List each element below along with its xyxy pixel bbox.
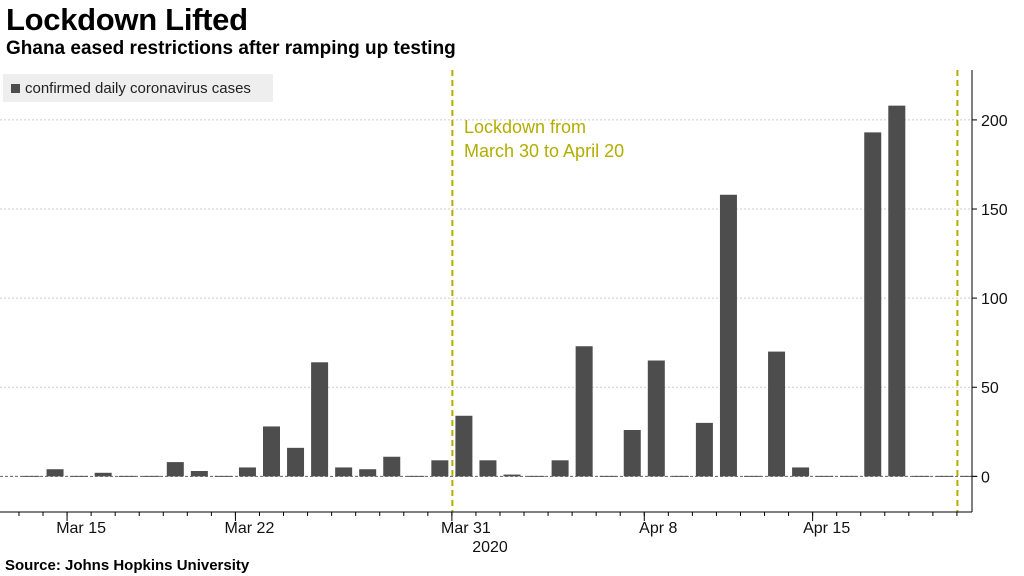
bar — [166, 462, 184, 477]
bar — [335, 467, 353, 477]
y-tick-label: 200 — [981, 113, 1008, 130]
bar — [94, 472, 112, 477]
bar — [503, 474, 521, 477]
x-tick-label: Mar 31 — [441, 520, 491, 537]
x-tick-label: Mar 15 — [56, 520, 106, 537]
x-tick-label: Apr 15 — [803, 520, 850, 537]
bar — [623, 430, 641, 477]
bar — [864, 132, 882, 477]
bar — [383, 456, 401, 477]
bar — [647, 360, 665, 477]
bar — [263, 426, 280, 477]
bar — [719, 194, 737, 477]
annotation-line-1: Lockdown from — [464, 117, 586, 137]
lockdown-period-markers — [451, 70, 959, 512]
bar — [455, 415, 473, 477]
x-tick-label: Apr 8 — [639, 520, 677, 537]
y-tick-label: 0 — [981, 469, 990, 486]
bar — [479, 460, 497, 477]
gridlines — [0, 119, 972, 477]
bars — [22, 105, 978, 477]
source-note: Source: Johns Hopkins University — [5, 557, 250, 574]
y-tick-label: 150 — [981, 202, 1008, 219]
bar — [311, 362, 329, 477]
axes: 0 50 100 150 200 Mar 15 Mar 22 Mar 31 Apr 8 Apr 1… — [0, 70, 1008, 537]
bar — [888, 105, 906, 477]
legend: confirmed daily coronavirus cases — [3, 74, 273, 102]
bar — [46, 469, 64, 477]
bar — [190, 471, 208, 477]
bar — [695, 422, 713, 477]
annotation-line-2: March 30 to April 20 — [464, 141, 624, 161]
bar — [551, 460, 569, 477]
y-tick-label: 50 — [981, 380, 999, 397]
y-tick-label: 100 — [981, 291, 1008, 308]
bar — [238, 467, 256, 477]
bar — [768, 351, 786, 477]
x-year-label: 2020 — [472, 539, 508, 556]
bar — [792, 467, 810, 477]
x-tick-label: Mar 22 — [225, 520, 275, 537]
chart-subtitle: Ghana eased restrictions after ramping u… — [6, 38, 456, 59]
bar — [359, 469, 377, 477]
bar — [431, 460, 449, 477]
bar — [287, 447, 305, 477]
legend-label: confirmed daily coronavirus cases — [25, 79, 251, 97]
chart-title: Lockdown Lifted — [6, 2, 248, 37]
bar — [575, 346, 593, 477]
legend-swatch — [11, 83, 20, 93]
